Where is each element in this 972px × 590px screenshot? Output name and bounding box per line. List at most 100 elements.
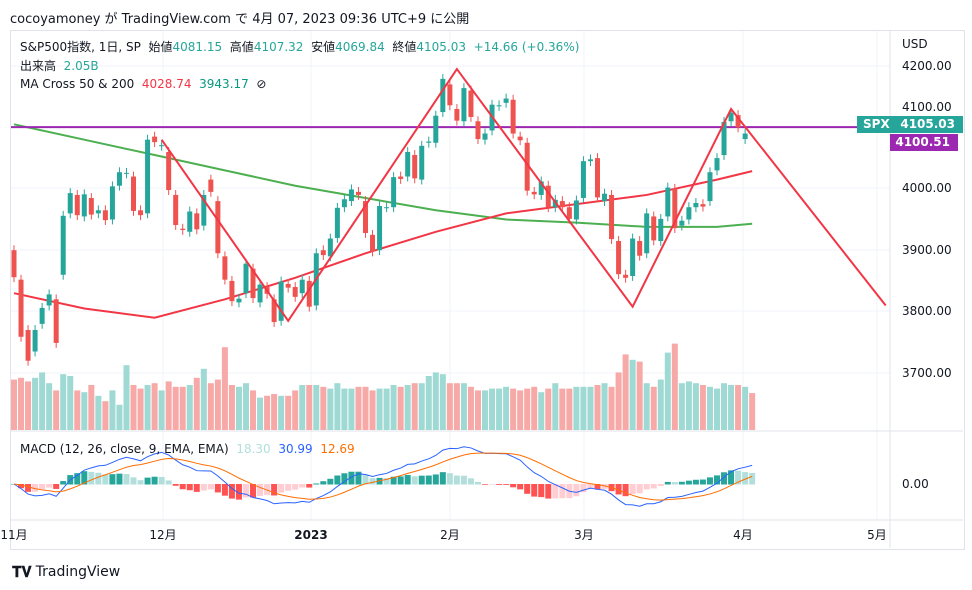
macd-histogram-bar: [179, 484, 186, 490]
macd-histogram-bar: [74, 473, 81, 485]
volume-bar: [552, 383, 559, 430]
volume-bar: [650, 386, 657, 430]
volume-bar: [235, 386, 242, 430]
volume-bar: [425, 376, 432, 430]
macd-histogram-bar: [538, 484, 545, 498]
candle-body: [123, 172, 129, 174]
candle-body: [602, 193, 608, 202]
candle-body: [285, 283, 291, 288]
volume-bar: [123, 365, 130, 430]
candle-body: [257, 284, 263, 303]
open-label: 始値: [148, 40, 173, 54]
macd-histogram-bar: [615, 484, 622, 495]
volume-bar: [200, 368, 207, 430]
volume-bar: [306, 385, 313, 430]
macd-histogram-bar: [439, 472, 446, 485]
macd-histogram-bar: [81, 471, 88, 485]
macd-histogram-bar: [742, 472, 749, 485]
macd-histogram-bar: [510, 484, 517, 488]
candle-body: [503, 98, 509, 103]
candle-body: [440, 78, 446, 113]
volume-bar: [629, 359, 636, 430]
candle-body: [517, 136, 523, 141]
candle-body: [46, 294, 52, 306]
macd-zero-tick: 0.00: [902, 477, 929, 491]
ma-label: MA Cross 50 & 200: [20, 77, 135, 91]
candle-body: [384, 207, 390, 209]
candle-body: [398, 176, 404, 179]
volume-bar: [453, 383, 460, 430]
macd-histogram-bar: [531, 484, 538, 497]
macd-histogram-bar: [151, 476, 158, 485]
candle-body: [370, 234, 376, 252]
volume-bar: [250, 390, 257, 430]
candle-body: [236, 298, 242, 303]
macd-histogram-bar: [418, 475, 425, 485]
tradingview-logo[interactable]: 𝐓𝐕 TradingView: [12, 563, 120, 581]
candle-body: [391, 177, 397, 208]
macd-histogram-bar: [721, 472, 728, 485]
candle-body: [419, 145, 425, 180]
macd-histogram-bar: [285, 484, 292, 491]
ma-legend: MA Cross 50 & 200 4028.74 3943.17 ⊘: [20, 77, 266, 91]
candle-body: [229, 280, 235, 302]
volume-bar: [601, 383, 608, 430]
macd-histogram-bar: [172, 484, 179, 486]
volume-bar: [482, 390, 489, 430]
candle-body: [616, 240, 622, 275]
macd-legend: MACD (12, 26, close, 9, EMA, EMA) 18.30 …: [20, 442, 355, 456]
volume-bar: [587, 386, 594, 430]
volume-bar: [510, 388, 517, 430]
macd-histogram-bar: [320, 481, 327, 485]
macd-histogram-bar: [601, 484, 608, 489]
price-tick: 4000.00: [902, 181, 952, 195]
macd-histogram-bar: [573, 484, 580, 497]
chart-frame[interactable]: [10, 30, 965, 550]
volume-bar: [130, 385, 137, 430]
volume-bar: [383, 388, 390, 430]
time-tick: 11月: [0, 528, 27, 542]
candle-body: [559, 201, 565, 208]
candle-body: [609, 194, 615, 240]
volume-bar: [74, 390, 81, 430]
macd-histogram-bar: [257, 484, 264, 496]
volume-bar: [299, 385, 306, 430]
candle-body: [88, 198, 94, 215]
high-label: 高値: [229, 40, 254, 54]
volume-bar: [46, 383, 53, 430]
last-price-tag: SPX 4105.03: [857, 116, 963, 133]
hide-icon[interactable]: ⊘: [256, 77, 267, 91]
volume-bar: [728, 385, 735, 430]
volume-bar: [735, 385, 742, 430]
volume-bar: [165, 381, 172, 430]
volume-bar: [334, 383, 341, 430]
macd-histogram-bar: [299, 484, 306, 488]
candle-body: [81, 194, 87, 217]
candle-body: [405, 151, 411, 177]
macd-histogram-bar: [158, 476, 165, 485]
macd-histogram-bar: [53, 484, 60, 489]
candle-body: [447, 84, 453, 106]
macd-histogram-bar: [643, 484, 650, 490]
macd-histogram-bar: [207, 484, 214, 490]
volume-bar: [327, 388, 334, 430]
volume-bar: [137, 388, 144, 430]
candle-body: [159, 145, 165, 147]
macd-histogram-bar: [706, 477, 713, 485]
candle-body: [67, 193, 73, 214]
macd-histogram-bar: [60, 481, 67, 485]
macd-hist-value: 18.30: [236, 442, 271, 456]
change-value: +14.66 (+0.36%): [473, 40, 580, 54]
candle-body: [735, 115, 741, 128]
macd-histogram-bar: [130, 477, 137, 485]
candle-body: [292, 287, 298, 297]
macd-histogram-bar: [306, 484, 313, 488]
volume-bar: [264, 395, 271, 430]
candle-body: [187, 211, 193, 232]
candle-body: [18, 279, 24, 337]
volume-bar: [39, 372, 46, 430]
publish-line: cocoyamoney が TradingView.com で 4月 07, 2…: [10, 12, 470, 27]
macd-histogram-bar: [636, 484, 643, 494]
candle-body: [194, 213, 200, 230]
